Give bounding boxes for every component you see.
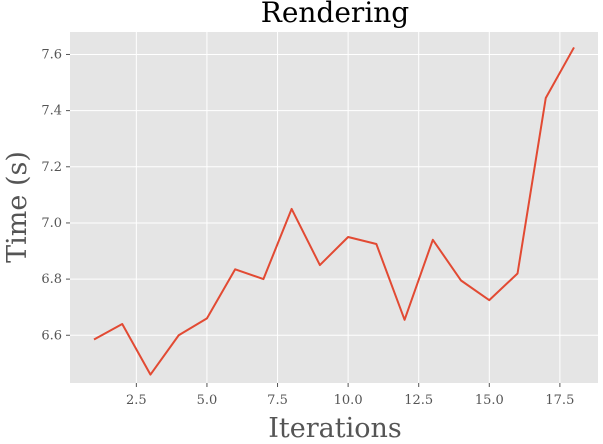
y-tick-label: 7.0 (41, 216, 62, 231)
x-tick-label: 10.0 (334, 393, 363, 408)
y-tick-label: 7.6 (41, 47, 62, 62)
x-tick-label: 15.0 (475, 393, 504, 408)
y-axis-label: Time (s) (2, 151, 33, 263)
y-tick-label: 6.6 (41, 328, 62, 343)
y-axis: 6.6 6.8 7.0 7.2 7.4 7.6 (41, 47, 70, 343)
series-group (93, 46, 575, 376)
y-tick-label: 6.8 (41, 272, 62, 287)
x-tick-label: 7.5 (267, 393, 288, 408)
y-tick-label: 7.2 (41, 160, 62, 175)
y-tick-label: 7.4 (41, 104, 62, 119)
x-tick-label: 5.0 (197, 393, 218, 408)
chart-title: Rendering (261, 0, 410, 29)
plot-area (70, 32, 598, 383)
x-tick-label: 12.5 (404, 393, 433, 408)
grid-lines (70, 32, 598, 383)
x-axis: 2.5 5.0 7.5 10.0 12.5 15.0 17.5 (126, 383, 574, 408)
x-tick-label: 17.5 (545, 393, 574, 408)
x-axis-label: Iterations (268, 413, 401, 444)
series-line (93, 46, 575, 376)
x-tick-label: 2.5 (126, 393, 147, 408)
